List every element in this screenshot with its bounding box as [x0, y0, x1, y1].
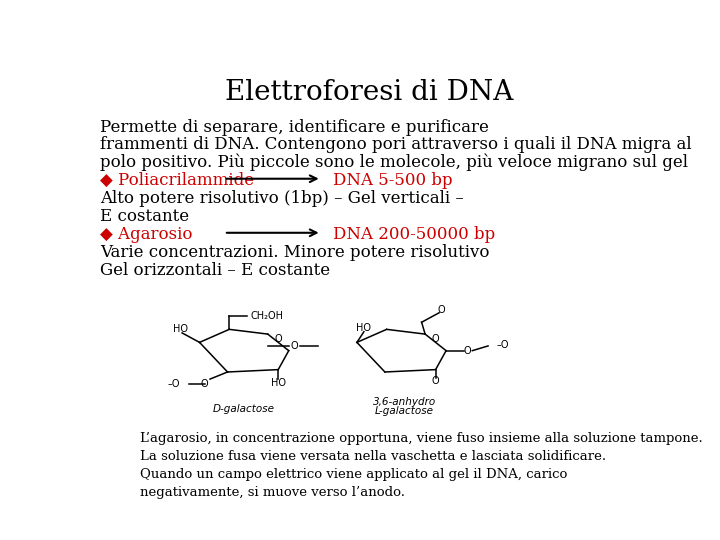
Text: Permette di separare, identificare e purificare: Permette di separare, identificare e pur…	[100, 119, 489, 136]
Text: –O: –O	[497, 340, 509, 350]
Text: HO: HO	[271, 377, 286, 388]
Text: O: O	[432, 334, 439, 344]
Text: La soluzione fusa viene versata nella vaschetta e lasciata solidificare.: La soluzione fusa viene versata nella va…	[140, 450, 606, 463]
Text: HO: HO	[356, 323, 372, 333]
Text: O: O	[432, 376, 439, 387]
Text: negativamente, si muove verso l’anodo.: negativamente, si muove verso l’anodo.	[140, 487, 405, 500]
Text: Elettroforesi di DNA: Elettroforesi di DNA	[225, 79, 513, 106]
Text: –O: –O	[168, 379, 180, 389]
Text: D-galactose: D-galactose	[212, 404, 274, 414]
Text: O: O	[201, 379, 209, 389]
Text: Varie concentrazioni. Minore potere risolutivo: Varie concentrazioni. Minore potere riso…	[100, 245, 490, 261]
Text: ◆ Poliacrilammide: ◆ Poliacrilammide	[100, 172, 254, 189]
Text: Gel orizzontali – E costante: Gel orizzontali – E costante	[100, 262, 330, 279]
Text: DNA 200-50000 bp: DNA 200-50000 bp	[333, 226, 495, 243]
Text: DNA 5-500 bp: DNA 5-500 bp	[333, 172, 452, 189]
Text: polo positivo. Più piccole sono le molecole, più veloce migrano sul gel: polo positivo. Più piccole sono le molec…	[100, 154, 688, 171]
Text: Quando un campo elettrico viene applicato al gel il DNA, carico: Quando un campo elettrico viene applicat…	[140, 468, 567, 481]
Text: ◆ Agarosio: ◆ Agarosio	[100, 226, 192, 243]
Text: 3,6-anhydro: 3,6-anhydro	[372, 396, 436, 407]
Text: O: O	[463, 346, 471, 356]
Text: O: O	[290, 341, 298, 351]
Text: E costante: E costante	[100, 208, 189, 225]
Text: CH₂OH: CH₂OH	[251, 310, 283, 321]
Text: O: O	[437, 306, 445, 315]
Text: L’agarosio, in concentrazione opportuna, viene fuso insieme alla soluzione tampo: L’agarosio, in concentrazione opportuna,…	[140, 431, 703, 444]
Text: L-galactose: L-galactose	[374, 406, 433, 416]
Text: frammenti di DNA. Contengono pori attraverso i quali il DNA migra al: frammenti di DNA. Contengono pori attrav…	[100, 136, 692, 153]
Text: HO: HO	[173, 325, 188, 334]
Text: O: O	[274, 334, 282, 344]
Text: Alto potere risolutivo (1bp) – Gel verticali –: Alto potere risolutivo (1bp) – Gel verti…	[100, 191, 464, 207]
